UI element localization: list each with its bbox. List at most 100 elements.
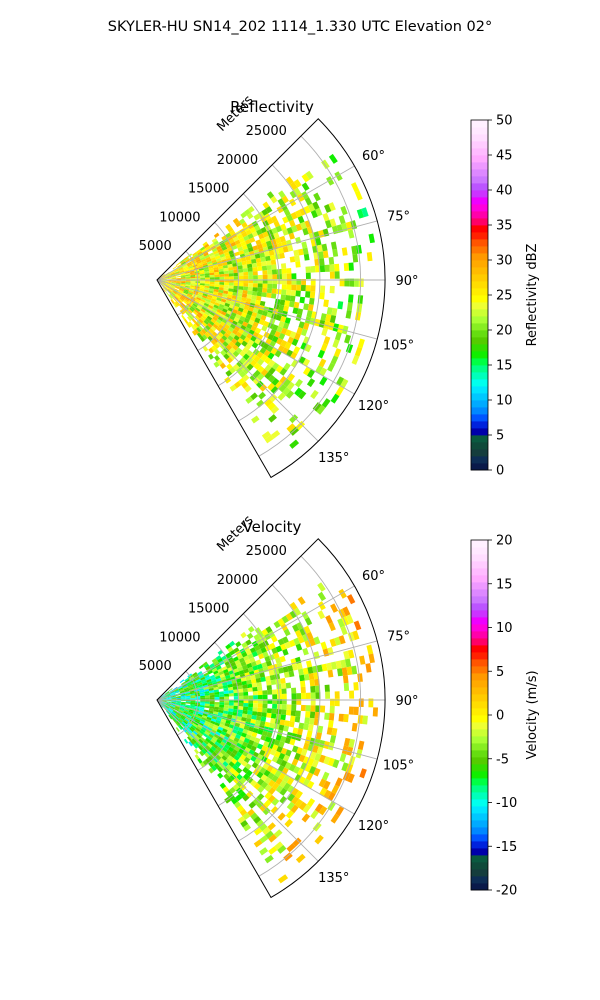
radar-cell [165, 274, 171, 277]
radar-cell [279, 655, 286, 663]
radar-cell [368, 698, 374, 708]
radar-cell [170, 712, 175, 717]
colorbar-segment [471, 582, 488, 590]
radar-cell [175, 282, 181, 284]
radar-cell [175, 272, 181, 275]
colorbar-segment [471, 176, 488, 184]
colorbar-segment [471, 848, 488, 856]
radar-cell [268, 249, 275, 256]
azimuth-tick-label: 135° [318, 871, 349, 886]
radar-cell [239, 350, 246, 358]
radar-cell [175, 702, 181, 704]
radar-cell [185, 311, 191, 317]
radar-cell [362, 715, 368, 725]
radar-cell [173, 268, 179, 272]
radar-cell [344, 278, 350, 287]
radar-cell [185, 694, 191, 697]
radar-cell [357, 673, 363, 683]
radar-cell [198, 722, 204, 727]
radar-cell [222, 746, 229, 753]
radar-cell [344, 334, 352, 344]
radar-cell [244, 385, 252, 393]
radar-cell [259, 347, 267, 355]
radar-cell [184, 688, 190, 692]
radar-cell [182, 683, 188, 688]
radar-cell [228, 640, 236, 647]
radar-cell [164, 285, 170, 289]
radar-cell [214, 274, 220, 278]
radar-cell [351, 354, 360, 365]
radar-cell [222, 710, 229, 715]
radar-cell [210, 738, 217, 744]
radar-cell [236, 662, 242, 669]
radar-cell [323, 336, 331, 345]
radar-cell [257, 287, 263, 293]
radar-cell [169, 294, 173, 299]
radar-cell [255, 659, 262, 666]
radar-cell [260, 368, 269, 377]
radar-cell [264, 854, 274, 864]
radar-cell [270, 718, 276, 724]
radar-cell [236, 310, 243, 316]
radar-cell [188, 314, 194, 320]
radar-cell [243, 823, 252, 832]
radar-cell [205, 308, 212, 314]
radar-cell [234, 302, 241, 308]
radar-cell [274, 330, 281, 338]
radar-cell [175, 703, 181, 706]
radar-cell [178, 298, 183, 303]
radar-cell [166, 700, 172, 702]
radar-cell [161, 276, 166, 279]
radar-cell [279, 252, 285, 259]
radar-cell [202, 304, 209, 309]
radar-cell [232, 236, 239, 242]
radar-cell [253, 369, 261, 378]
radar-cell [280, 759, 288, 768]
radar-cell [248, 695, 254, 700]
radar-cell [305, 291, 311, 298]
radar-cell [301, 173, 310, 183]
radial-tick-label: 10000 [159, 630, 200, 645]
colorbar-segment [471, 785, 488, 793]
radar-cell [243, 668, 250, 674]
radar-cell [317, 582, 326, 592]
radar-cell [354, 190, 363, 201]
radar-cell [164, 285, 169, 290]
azimuth-gridline [156, 165, 355, 281]
radar-cell [317, 601, 326, 611]
radar-cell [278, 320, 285, 328]
radar-cell [216, 665, 222, 671]
radar-cell [190, 281, 196, 283]
radar-cell [238, 695, 244, 700]
colorbar-tick-label: 10 [496, 394, 513, 409]
radar-cell [231, 715, 238, 720]
radar-cell [251, 651, 259, 658]
radar-cell [337, 618, 345, 628]
radar-cell [339, 278, 345, 287]
colorbar-tick-label: 15 [496, 359, 513, 374]
radar-cell [183, 256, 189, 261]
radar-cell [190, 695, 196, 698]
radar-cell [301, 278, 307, 286]
radar-cell [197, 250, 203, 256]
radar-cell [170, 272, 176, 276]
radar-cell [190, 703, 196, 707]
radar-cell [175, 283, 181, 285]
radar-cell [291, 704, 297, 711]
radar-cell [237, 289, 243, 294]
radar-cell [209, 272, 215, 276]
radar-cell [287, 785, 295, 794]
radar-cell [348, 294, 354, 303]
radar-cell [204, 254, 210, 259]
radar-cell [164, 705, 170, 709]
radar-cell [219, 276, 225, 280]
radar-cell [311, 759, 319, 768]
radar-cell [231, 749, 239, 755]
radar-cell [227, 683, 233, 688]
radar-cell [262, 287, 268, 293]
radar-cell [241, 381, 249, 389]
radar-cell [319, 376, 328, 386]
radar-cell [196, 680, 202, 685]
radar-cell [266, 345, 274, 353]
radar-cell [281, 704, 287, 710]
